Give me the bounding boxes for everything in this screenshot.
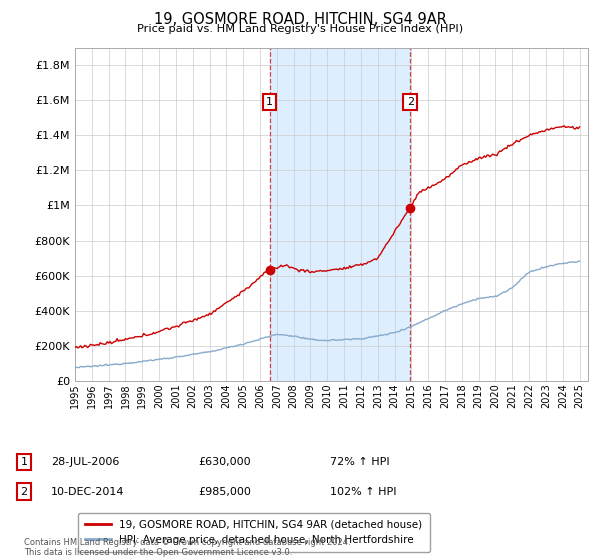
Text: £630,000: £630,000 — [198, 457, 251, 467]
Text: 1: 1 — [266, 97, 273, 107]
Text: Contains HM Land Registry data © Crown copyright and database right 2024.
This d: Contains HM Land Registry data © Crown c… — [24, 538, 350, 557]
Text: 1: 1 — [20, 457, 28, 467]
Text: £985,000: £985,000 — [198, 487, 251, 497]
Text: 2: 2 — [407, 97, 414, 107]
Legend: 19, GOSMORE ROAD, HITCHIN, SG4 9AR (detached house), HPI: Average price, detache: 19, GOSMORE ROAD, HITCHIN, SG4 9AR (deta… — [77, 512, 430, 552]
Text: 28-JUL-2006: 28-JUL-2006 — [51, 457, 119, 467]
Text: 10-DEC-2014: 10-DEC-2014 — [51, 487, 125, 497]
Bar — [269, 48, 410, 381]
Text: 102% ↑ HPI: 102% ↑ HPI — [330, 487, 397, 497]
Text: 19, GOSMORE ROAD, HITCHIN, SG4 9AR: 19, GOSMORE ROAD, HITCHIN, SG4 9AR — [154, 12, 446, 27]
Text: 72% ↑ HPI: 72% ↑ HPI — [330, 457, 389, 467]
Text: 2: 2 — [20, 487, 28, 497]
Text: Price paid vs. HM Land Registry's House Price Index (HPI): Price paid vs. HM Land Registry's House … — [137, 24, 463, 34]
